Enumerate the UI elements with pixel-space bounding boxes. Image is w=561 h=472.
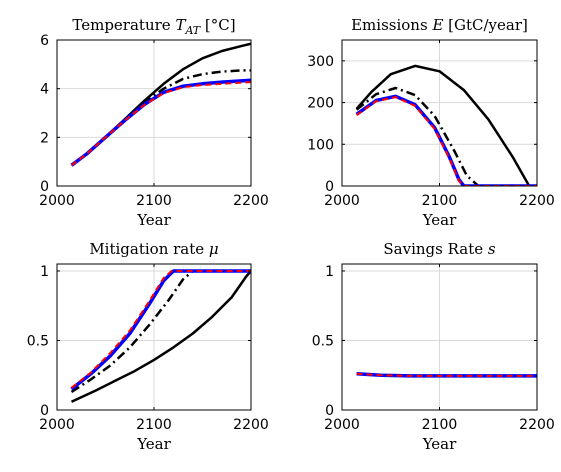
x-tick-label: 2100 xyxy=(136,193,172,209)
x-tick-label: 2200 xyxy=(519,193,555,209)
x-axis-label: Year xyxy=(422,435,457,453)
series-line-4 xyxy=(356,372,537,377)
x-axis-label: Year xyxy=(136,435,171,453)
x-axis-label: Year xyxy=(136,211,171,229)
x-tick-label: 2100 xyxy=(136,417,172,433)
x-tick-label: 2200 xyxy=(233,417,269,433)
series-line-2 xyxy=(70,69,251,167)
x-tick-label: 2200 xyxy=(519,417,555,433)
y-tick-label: 0 xyxy=(40,403,49,419)
series-line-4 xyxy=(70,81,251,167)
x-tick-label: 2100 xyxy=(422,417,458,433)
y-tick-label: 0.5 xyxy=(312,333,334,349)
y-tick-label: 0 xyxy=(325,179,334,195)
y-tick-label: 0 xyxy=(40,179,49,195)
series-line-3 xyxy=(70,269,251,391)
subplot-4: 2000 2100 2200 0 0.5 1 Savings Rate s Year xyxy=(312,240,555,453)
x-tick-label: 2000 xyxy=(324,193,360,209)
y-tick-label: 2 xyxy=(40,130,49,146)
x-tick-label: 2000 xyxy=(39,417,75,433)
chart-title: Savings Rate s xyxy=(383,240,495,258)
series-line-2 xyxy=(355,86,537,186)
y-tick-label: 200 xyxy=(307,96,334,112)
x-tick-label: 2000 xyxy=(324,417,360,433)
series-line-3 xyxy=(355,94,537,186)
x-tick-label: 2000 xyxy=(39,193,75,209)
series-line-1 xyxy=(70,270,251,403)
y-tick-label: 0 xyxy=(325,403,334,419)
x-tick-label: 2200 xyxy=(233,193,269,209)
subplot-2: 2000 2100 2200 0 100 200 300 Emissions E [GtC/y… xyxy=(307,16,555,229)
series-line-2 xyxy=(70,269,251,393)
x-axis-label: Year xyxy=(422,211,457,229)
series-line-4 xyxy=(356,96,537,186)
series-line-4 xyxy=(70,270,251,389)
series-line-3 xyxy=(70,78,251,167)
x-tick-label: 2100 xyxy=(422,193,458,209)
y-tick-label: 0.5 xyxy=(27,333,49,349)
series-line-1 xyxy=(355,64,537,186)
subplot-3: 2000 2100 2200 0 0.5 1 Mitigation rate μ Year xyxy=(27,240,269,453)
chart-title: Emissions E [GtC/year] xyxy=(351,16,528,34)
chart-title: Mitigation rate μ xyxy=(89,240,218,258)
y-tick-label: 1 xyxy=(40,264,49,280)
chart-title: Temperature TAT [°C] xyxy=(72,16,235,37)
y-tick-label: 300 xyxy=(307,54,334,70)
y-tick-label: 6 xyxy=(40,33,49,49)
y-tick-label: 4 xyxy=(40,82,49,98)
subplot-1: 2000 2100 2200 0 2 4 6 Temperature TAT [°C] Year xyxy=(39,16,269,229)
y-tick-label: 100 xyxy=(307,137,334,153)
y-tick-label: 1 xyxy=(325,264,334,280)
series-line-1 xyxy=(70,42,251,167)
